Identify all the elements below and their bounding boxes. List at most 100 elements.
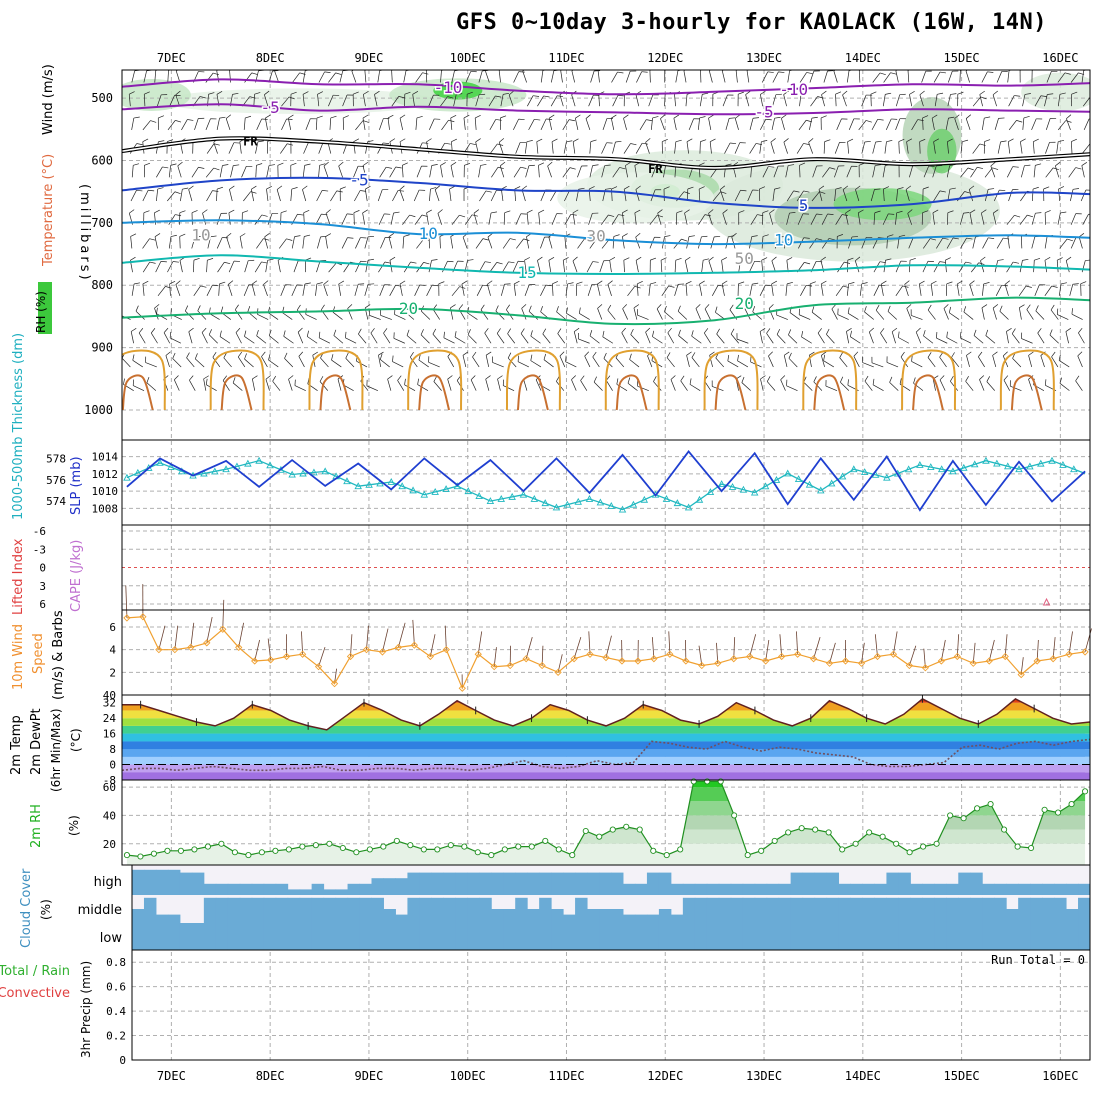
wind-barb-flag: [485, 351, 492, 356]
wind-barb: [342, 94, 348, 107]
wind-barb: [222, 380, 230, 391]
wind-barb: [328, 72, 336, 83]
wind-barb-flag: [266, 185, 272, 190]
wind-barb: [177, 165, 182, 178]
wind-barb-flag: [999, 305, 1003, 312]
wind-barb-flag: [472, 351, 477, 358]
wind-barb-flag: [951, 352, 955, 358]
wind-barb: [932, 165, 937, 178]
wind-barb: [759, 119, 767, 131]
wind-barb-flag: [219, 281, 226, 285]
wind-barb-flag: [891, 327, 898, 333]
x-tick-label-top: 11DEC: [548, 51, 584, 65]
wind-barb: [1080, 189, 1087, 202]
rh2m-marker: [866, 829, 873, 836]
wind-barb: [168, 165, 171, 178]
wind-barb-flag: [808, 138, 814, 143]
cloud-bar: [143, 923, 157, 950]
wind-barb-flag: [432, 328, 437, 335]
wind-barb: [956, 283, 960, 296]
wind-barb: [855, 189, 860, 202]
cloud-bar: [419, 872, 432, 895]
wind-barb: [734, 190, 741, 202]
wind-barb-flag: [609, 257, 616, 261]
wind-barb: [512, 261, 519, 273]
wind-barb: [699, 283, 703, 296]
wind-barb-flag: [399, 185, 405, 190]
wind-barb: [834, 165, 839, 178]
low-level-contour: [802, 349, 858, 411]
wind-barb-flag: [520, 328, 525, 334]
wind-barb: [485, 355, 490, 368]
wind-barb: [959, 70, 961, 83]
wind-barb: [870, 189, 875, 202]
wind-barb-flag: [823, 354, 826, 361]
wind-barb-flag: [886, 139, 893, 143]
wind-barb: [1006, 215, 1015, 225]
rh2m-marker: [420, 846, 427, 853]
wind-barb-flag: [245, 115, 252, 119]
cloud-bar: [467, 897, 480, 923]
cloud-bar: [706, 897, 720, 923]
cloud-bar: [551, 909, 564, 923]
cloud-bar: [611, 872, 624, 895]
wind-barb: [277, 260, 281, 273]
wind-barb-flag: [267, 258, 274, 261]
wind-barb: [678, 335, 688, 344]
x-tick-label-bottom: 16DEC: [1042, 1069, 1078, 1083]
wind-barb: [362, 165, 367, 178]
wind-barb: [927, 309, 936, 320]
wind-barb: [1070, 237, 1077, 249]
cloud-bar: [179, 923, 193, 950]
wind-barb-flag: [824, 139, 831, 142]
wind-barb: [415, 72, 423, 83]
wind-barb-flag: [617, 95, 624, 97]
thickness-marker: [927, 463, 935, 471]
wind-barb-flag: [847, 379, 849, 386]
cloud-bar: [503, 872, 516, 895]
wind-barb-flag: [625, 162, 631, 166]
wind-barb: [621, 332, 628, 344]
wind-barb: [1075, 380, 1083, 391]
wind-barb: [981, 307, 985, 320]
cloud-bar: [826, 897, 840, 923]
wind-barb-flag: [251, 280, 258, 285]
wind-barb: [256, 118, 262, 131]
cloud-bar: [706, 923, 720, 950]
wind-barb: [232, 382, 243, 391]
wind-barb-flag: [973, 329, 977, 336]
wind-barb-flag: [820, 115, 827, 119]
wind-barb-flag: [685, 280, 692, 285]
rh2m-marker: [366, 846, 373, 853]
wind-barb: [351, 71, 357, 83]
wind-barb: [478, 165, 481, 178]
wind-barb-flag: [291, 187, 298, 190]
wind-barb: [356, 360, 368, 368]
wind-barb-flag: [319, 163, 326, 166]
wind-barb: [611, 71, 618, 83]
pressure-tick-label: 800: [91, 278, 113, 292]
x-tick-label-bottom: 14DEC: [845, 1069, 881, 1083]
low-level-contour-inner: [912, 374, 944, 411]
wind-barb: [607, 309, 616, 320]
wind-speed-marker: [714, 659, 722, 667]
cloud-bar: [730, 923, 744, 950]
wind-barb-flag: [847, 138, 854, 142]
wind-barb-flag: [370, 328, 375, 334]
wind-barb: [904, 284, 909, 296]
cloud-bar: [155, 923, 169, 950]
wind-barb: [142, 283, 145, 296]
wind-barb: [338, 283, 342, 296]
wind-barb: [318, 165, 320, 178]
wind-barb: [798, 237, 805, 249]
wind-speed-marker: [873, 652, 882, 661]
wind-barb: [294, 385, 306, 391]
rh2m-marker: [474, 849, 481, 856]
wind-speed-marker: [666, 650, 674, 658]
wind-barb: [1020, 165, 1025, 178]
pressure-tick-label: 600: [91, 153, 113, 167]
wind-barb: [788, 358, 798, 368]
wind-barb: [945, 118, 949, 130]
wind-barb-flag: [312, 351, 319, 356]
wind-barb-flag: [699, 186, 705, 190]
